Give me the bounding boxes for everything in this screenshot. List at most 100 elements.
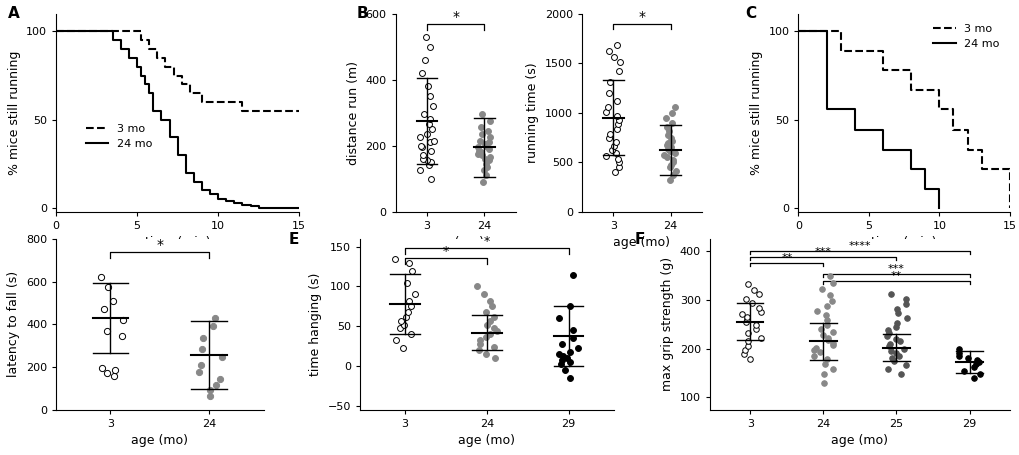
- Point: [480, 139, 496, 146]
- Point: [392, 324, 409, 331]
- Point: [474, 131, 490, 138]
- Point: [477, 160, 493, 167]
- Point: [965, 364, 981, 371]
- Text: **: **: [890, 272, 901, 282]
- Point: [422, 147, 438, 154]
- Point: [202, 392, 218, 399]
- Point: [422, 92, 438, 100]
- Point: [473, 111, 489, 118]
- Point: [608, 121, 625, 128]
- Point: [824, 339, 841, 346]
- Point: [736, 351, 752, 358]
- Point: [609, 156, 626, 163]
- Text: B: B: [357, 6, 368, 21]
- Point: [475, 178, 491, 186]
- Point: [658, 124, 675, 131]
- Point: [394, 345, 411, 352]
- Point: [882, 347, 899, 354]
- Point: [470, 150, 486, 157]
- Point: [477, 350, 493, 358]
- Point: [879, 326, 896, 334]
- Point: [392, 318, 409, 325]
- Point: [395, 321, 412, 328]
- Point: [959, 355, 975, 362]
- Point: [471, 137, 487, 144]
- Point: [422, 158, 438, 166]
- Point: [891, 338, 907, 345]
- Point: [207, 314, 223, 321]
- Point: [106, 366, 122, 374]
- Point: [897, 295, 913, 303]
- Point: [413, 142, 429, 149]
- Y-axis label: % mice still running: % mice still running: [749, 51, 762, 175]
- Point: [421, 139, 437, 146]
- Point: [476, 167, 492, 174]
- Point: [387, 337, 404, 344]
- Point: [823, 279, 840, 287]
- Point: [403, 303, 419, 310]
- Point: [419, 157, 435, 164]
- Point: [955, 367, 971, 374]
- Point: [477, 334, 493, 341]
- Point: [552, 361, 569, 368]
- Point: [822, 297, 839, 304]
- Point: [897, 300, 913, 308]
- Point: [808, 307, 824, 314]
- Point: [823, 329, 840, 336]
- Point: [94, 364, 110, 372]
- Point: [816, 312, 833, 319]
- Point: [968, 357, 984, 364]
- Point: [484, 303, 500, 310]
- Point: [658, 141, 675, 148]
- Point: [191, 369, 207, 376]
- Point: [878, 332, 895, 339]
- Point: [605, 54, 622, 61]
- Point: [397, 313, 414, 320]
- Point: [414, 144, 430, 151]
- Point: [752, 308, 768, 315]
- Point: [820, 273, 837, 280]
- Point: [970, 359, 986, 366]
- Point: [399, 308, 416, 315]
- Point: [752, 334, 768, 341]
- Point: [417, 56, 433, 64]
- Point: [888, 305, 904, 312]
- Point: [607, 150, 624, 157]
- Point: [880, 343, 897, 350]
- Point: [479, 127, 495, 134]
- X-axis label: time (min): time (min): [870, 236, 935, 249]
- Text: A: A: [7, 6, 19, 21]
- Point: [661, 163, 678, 171]
- Point: [481, 134, 497, 141]
- Point: [601, 78, 618, 86]
- Point: [600, 135, 616, 142]
- Point: [398, 279, 415, 286]
- Point: [214, 354, 230, 361]
- Point: [195, 345, 211, 352]
- Point: [611, 59, 628, 66]
- Point: [818, 322, 835, 329]
- Point: [470, 147, 486, 154]
- Point: [114, 332, 130, 339]
- Point: [814, 379, 830, 386]
- Point: [607, 126, 624, 133]
- Point: [738, 316, 754, 323]
- Point: [739, 343, 755, 350]
- Point: [898, 315, 914, 322]
- Point: [473, 148, 489, 156]
- Point: [661, 147, 678, 154]
- Y-axis label: % mice still running: % mice still running: [7, 51, 20, 175]
- Point: [99, 369, 115, 377]
- Point: [739, 338, 755, 345]
- Point: [569, 345, 585, 352]
- Point: [736, 346, 752, 353]
- Text: *: *: [483, 235, 489, 248]
- Point: [818, 302, 835, 309]
- Point: [565, 334, 581, 342]
- Point: [557, 354, 574, 362]
- Point: [882, 355, 899, 362]
- Point: [745, 287, 761, 294]
- Text: F: F: [635, 232, 645, 247]
- Point: [482, 153, 498, 161]
- Point: [488, 327, 504, 334]
